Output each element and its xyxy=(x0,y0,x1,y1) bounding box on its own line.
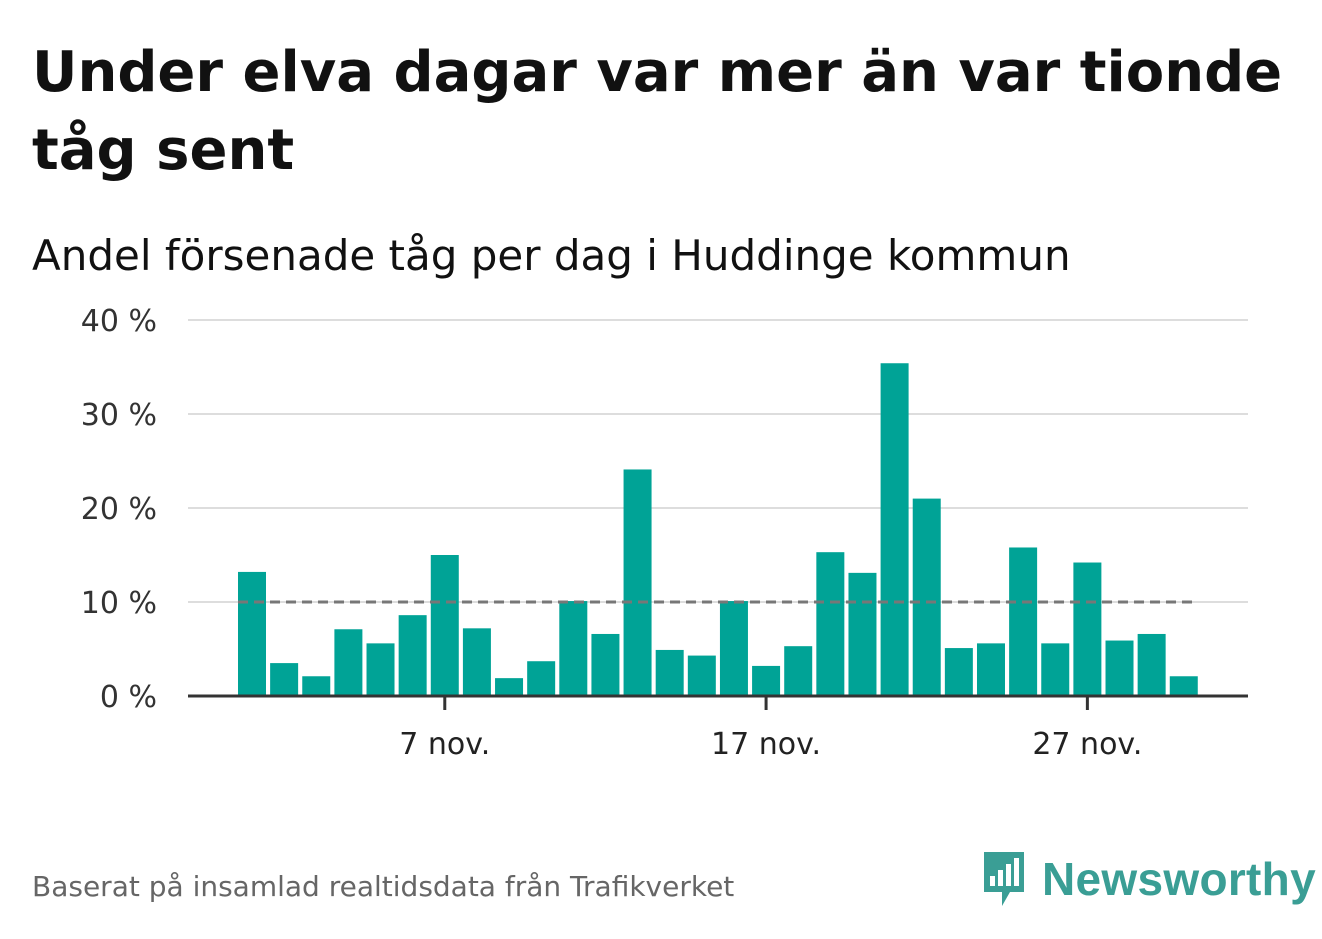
bar xyxy=(1169,676,1198,696)
brand-name: Newsworthy xyxy=(1042,853,1316,905)
bar xyxy=(687,655,716,696)
bar xyxy=(976,643,1005,696)
bar xyxy=(655,649,684,696)
bar xyxy=(495,678,524,696)
bar xyxy=(270,663,299,696)
bar xyxy=(816,552,845,696)
newsworthy-logo-icon xyxy=(984,852,1024,906)
bar xyxy=(430,555,459,696)
bar xyxy=(366,643,395,696)
bar xyxy=(334,629,363,696)
bar xyxy=(880,363,909,696)
bar xyxy=(848,572,877,696)
source-note: Baserat på insamlad realtidsdata från Tr… xyxy=(32,870,735,903)
bar xyxy=(1009,547,1038,696)
bar xyxy=(398,615,427,696)
x-tick-label: 27 nov. xyxy=(1032,727,1142,762)
bar xyxy=(752,665,781,696)
bar-chart: 0 % 10 % 20 % 30 % 40 % 7 nov. 17 nov. 27 nov. xyxy=(81,304,1248,762)
bar xyxy=(1073,562,1102,696)
bar xyxy=(719,601,748,696)
bar xyxy=(784,646,813,696)
bar xyxy=(302,676,331,696)
x-tick-label: 17 nov. xyxy=(711,727,821,762)
bar xyxy=(559,601,588,696)
bar xyxy=(591,633,620,696)
x-tick-label: 7 nov. xyxy=(399,727,490,762)
bar xyxy=(944,648,973,696)
bar xyxy=(1105,640,1134,696)
bar xyxy=(462,628,491,696)
y-tick-label: 20 % xyxy=(81,492,157,527)
y-tick-label: 30 % xyxy=(81,398,157,433)
bar xyxy=(238,571,266,696)
bar xyxy=(1041,643,1070,696)
chart-title: Under elva dagar var mer än var tionde t… xyxy=(32,40,1283,183)
bar xyxy=(527,661,556,696)
y-tick-label: 40 % xyxy=(81,304,157,339)
bar xyxy=(623,469,652,696)
bar xyxy=(912,498,941,696)
y-tick-label: 0 % xyxy=(100,680,157,715)
brand-logo: Newsworthy xyxy=(980,848,1316,910)
bar xyxy=(1137,633,1166,696)
chart-subtitle: Andel försenade tåg per dag i Huddinge k… xyxy=(32,231,1071,280)
y-tick-label: 10 % xyxy=(81,586,157,621)
